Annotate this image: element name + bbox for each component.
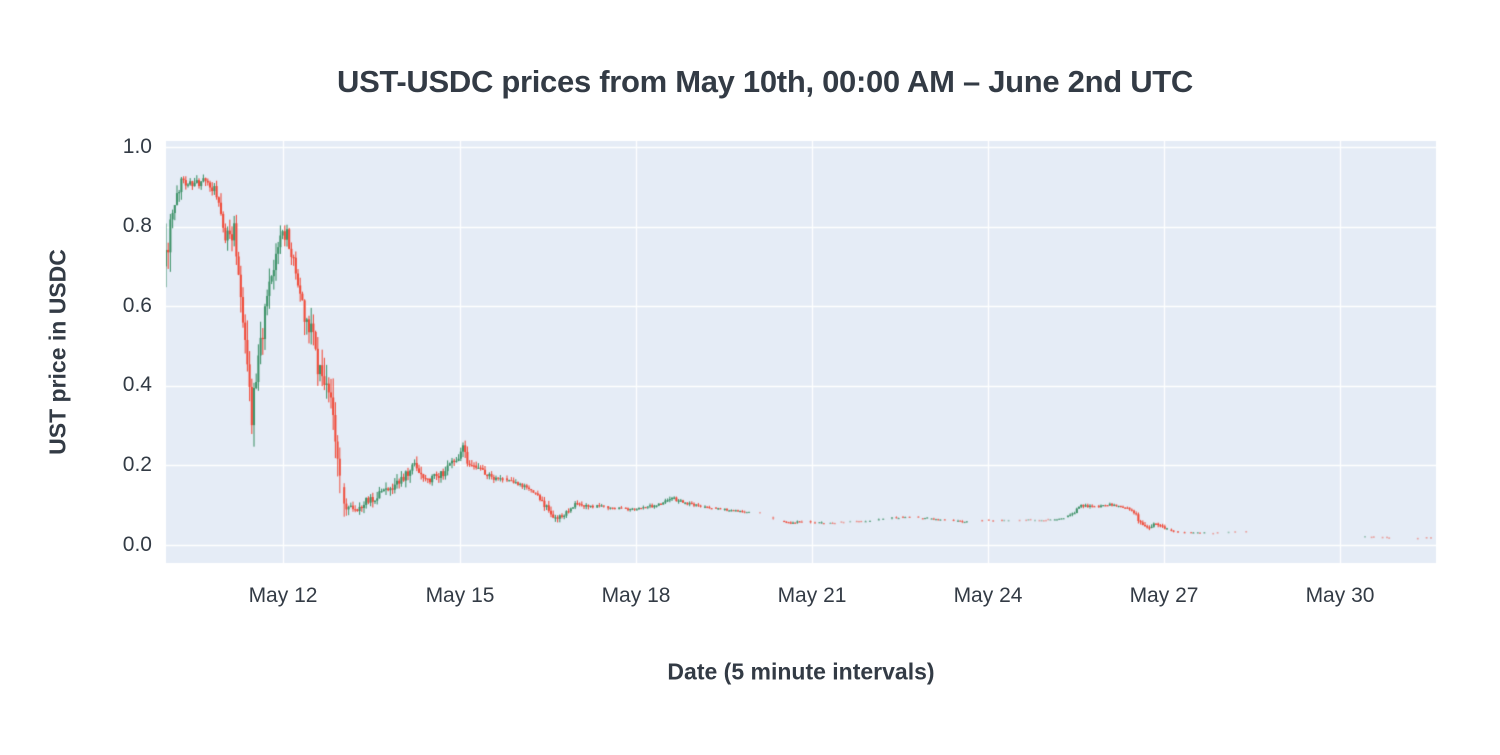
y-tick-label: 0.4 bbox=[122, 373, 152, 396]
x-tick-label: May 24 bbox=[953, 584, 1023, 607]
x-tick-label: May 27 bbox=[1129, 584, 1199, 607]
y-axis-title: UST price in USDC bbox=[44, 249, 71, 455]
y-tick-label: 1.0 bbox=[122, 135, 152, 158]
x-axis-title: Date (5 minute intervals) bbox=[667, 658, 935, 685]
y-tick-label: 0.0 bbox=[122, 533, 152, 556]
y-tick-label: 0.6 bbox=[122, 294, 152, 317]
x-tick-label: May 12 bbox=[248, 584, 318, 607]
x-tick-label: May 21 bbox=[777, 584, 847, 607]
x-tick-label: May 18 bbox=[601, 584, 671, 607]
y-tick-label: 0.8 bbox=[122, 214, 152, 237]
x-tick-label: May 30 bbox=[1305, 584, 1375, 607]
y-tick-label: 0.2 bbox=[122, 453, 152, 476]
x-tick-label: May 15 bbox=[425, 584, 495, 607]
